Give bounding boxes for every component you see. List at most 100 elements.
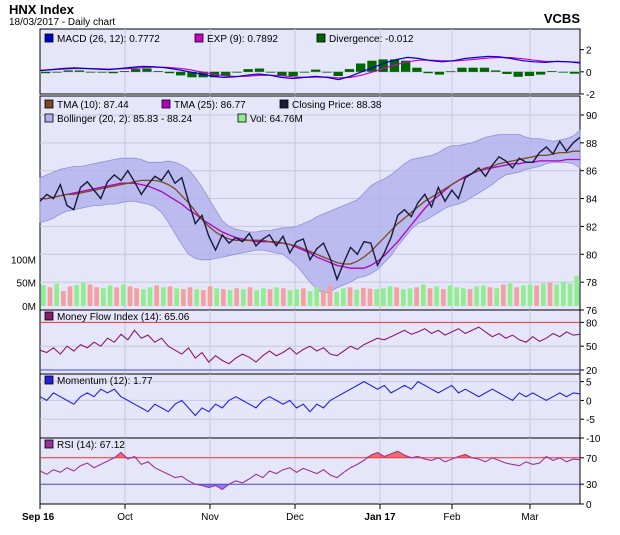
x-tick-label-6: Mar [521, 512, 539, 523]
volume-tick-label-1: 50M [17, 279, 36, 290]
macd-divergence-bar [108, 71, 118, 74]
macd-line [39, 55, 581, 81]
volume-bar [521, 285, 526, 306]
volume-bar [461, 288, 466, 306]
mfi-legend-label-0: Money Flow Index (14): 65.06 [57, 312, 190, 323]
momentum-panel-background [39, 373, 581, 439]
mfi-line [39, 326, 581, 365]
macd-divergence-bar [243, 69, 253, 72]
volume-bar [447, 285, 453, 306]
macd-divergence-bar [288, 71, 298, 76]
mfi-panel-background [39, 309, 581, 375]
volume-bar [454, 287, 459, 306]
mfi-tick-label-0: 80 [586, 318, 598, 329]
momentum-legend-label-0: Momentum (12): 1.77 [57, 376, 153, 387]
volume-bar [247, 287, 253, 306]
volume-tick-label-0: 100M [11, 255, 36, 266]
volume-bar [567, 283, 573, 306]
mfi-tick-label-2: 20 [586, 366, 598, 377]
macd-divergence-bar [221, 71, 231, 76]
volume-bar [167, 286, 173, 306]
x-tick-label-3: Dec [286, 512, 304, 523]
source-label: VCBS [543, 11, 580, 26]
macd-legend-label-1: EXP (9): 0.7892 [207, 34, 278, 45]
price-tick-label-5: 80 [586, 250, 598, 261]
macd-divergence-bar [502, 71, 512, 74]
price-row2-legend-label-0: Bollinger (20, 2): 85.83 - 88.24 [57, 114, 193, 125]
volume-bar [514, 287, 519, 306]
macd-legend-swatch-2 [316, 33, 326, 43]
volume-bar [427, 288, 433, 306]
price-row1-legend-label-2: Closing Price: 88.38 [292, 100, 382, 111]
volume-bar [421, 284, 426, 306]
macd-divergence-bar [423, 71, 433, 74]
volume-bar [74, 285, 79, 306]
volume-bar [501, 284, 506, 306]
x-tick-label-5: Feb [443, 512, 461, 523]
volume-bar [321, 290, 326, 306]
macd-divergence-bar [378, 59, 388, 72]
volume-bar [361, 287, 366, 306]
volume-bar [407, 288, 413, 306]
volume-bar [81, 282, 86, 306]
volume-bar [334, 292, 339, 306]
volume-bar [487, 287, 493, 306]
volume-bar [474, 286, 479, 306]
volume-bar [287, 290, 293, 306]
volume-bar [327, 285, 333, 306]
macd-tick-label-1: 0 [586, 68, 592, 79]
macd-divergence-bar [322, 71, 332, 73]
volume-bar [181, 289, 186, 306]
volume-bar [134, 288, 139, 306]
x-tick-label-2: Nov [201, 512, 219, 523]
rsi-tick-label-2: 0 [586, 500, 592, 511]
volume-bar [281, 288, 286, 306]
volume-bar [274, 287, 279, 306]
volume-bar [347, 287, 353, 306]
volume-bar [314, 287, 319, 306]
price-tick-label-0: 90 [586, 111, 598, 122]
rsi-tick-label-0: 70 [586, 454, 598, 465]
volume-bar [294, 289, 299, 306]
x-tick-label-4: Jan 17 [364, 512, 396, 523]
volume-bar [174, 288, 179, 306]
volume-bar [254, 290, 259, 306]
macd-divergence-bar [401, 60, 411, 72]
volume-bar [114, 287, 119, 306]
volume-bar [201, 290, 206, 306]
volume-bar [481, 285, 486, 306]
volume-bar [467, 289, 473, 306]
macd-divergence-bar [266, 71, 276, 73]
macd-divergence-bar [299, 71, 310, 73]
price-row2-legend-swatch-0 [44, 113, 54, 123]
price-tick-label-4: 82 [586, 222, 598, 233]
macd-divergence-bar [344, 69, 355, 72]
volume-bar [561, 281, 566, 306]
macd-divergence-bar [479, 67, 490, 72]
volume-bar [61, 291, 66, 306]
volume-bar [67, 286, 73, 306]
macd-divergence-bar [547, 71, 557, 72]
volume-bar [54, 283, 59, 306]
macd-divergence-bar [52, 71, 62, 73]
x-tick-label-0: Sep 16 [22, 512, 55, 523]
price-tick-label-2: 86 [586, 167, 598, 178]
macd-divergence-bar [491, 70, 501, 72]
macd-divergence-bar [412, 67, 422, 72]
volume-bar [107, 285, 113, 306]
macd-divergence-bar [569, 71, 580, 74]
volume-bar [554, 284, 559, 306]
volume-bar [267, 289, 273, 306]
volume-bar [574, 275, 579, 306]
volume-bar [87, 284, 93, 306]
volume-bar [394, 287, 399, 306]
price-row2-legend-swatch-1 [237, 113, 247, 123]
price-tick-label-6: 78 [586, 278, 598, 289]
volume-bar [241, 289, 246, 306]
momentum-tick-label-0: 5 [586, 378, 592, 389]
volume-bar [381, 288, 386, 306]
price-row1-legend-swatch-0 [44, 99, 54, 109]
volume-bar [547, 282, 553, 306]
volume-bar [527, 284, 533, 306]
